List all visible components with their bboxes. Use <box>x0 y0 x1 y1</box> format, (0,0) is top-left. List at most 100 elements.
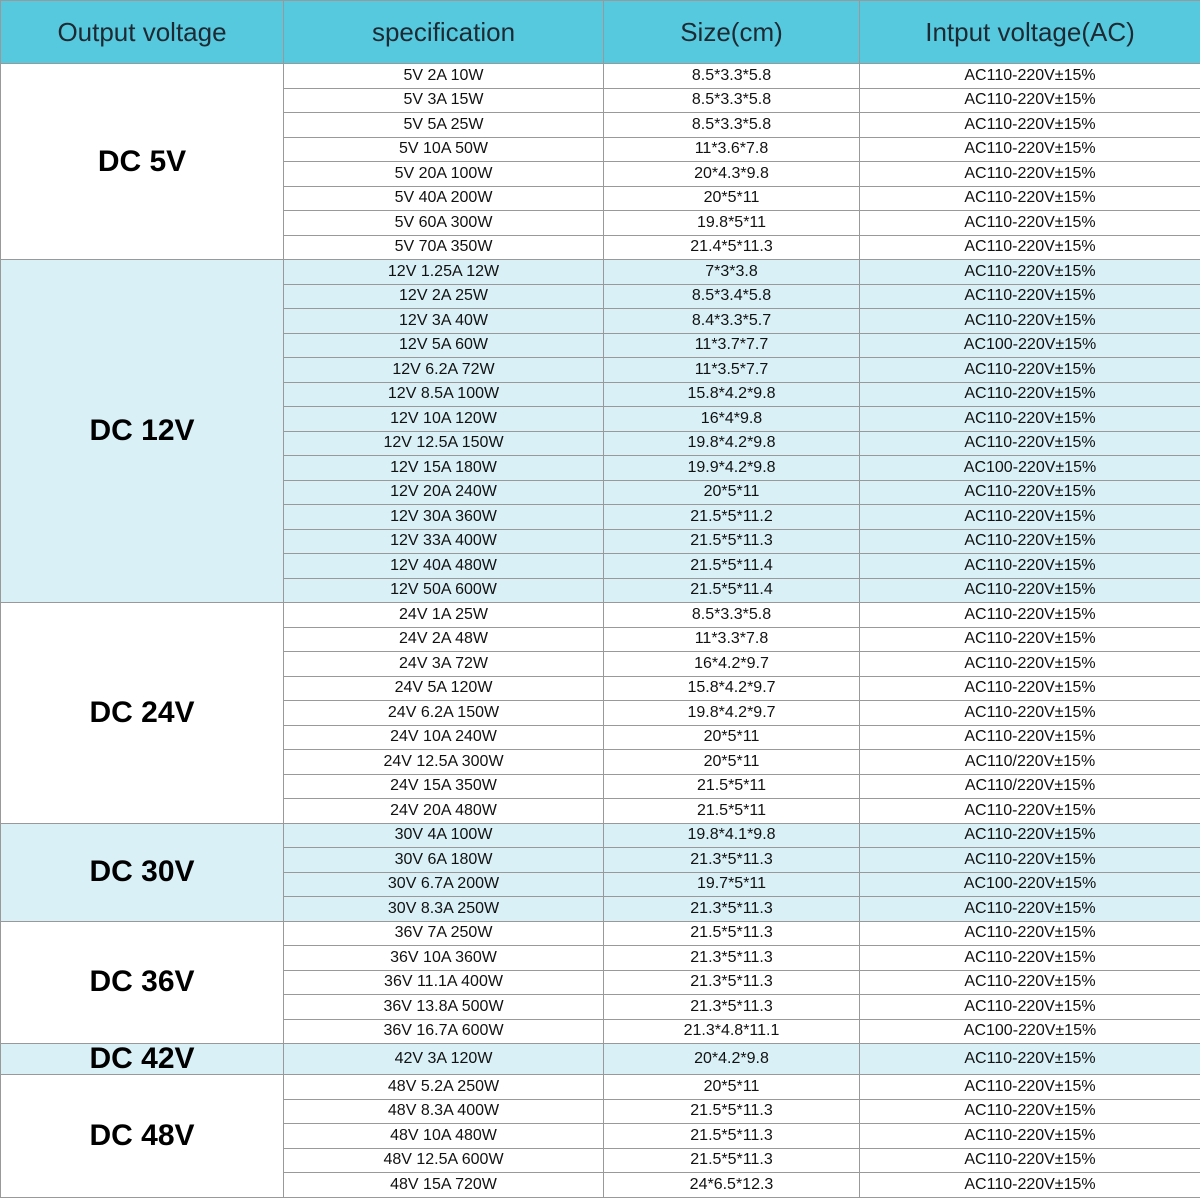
table-row: DC 36V 36V 7A 250W 21.5*5*11.3 AC110-220V±1… <box>0 920 1200 1044</box>
spec-cell: 48V 8.3A 400W <box>283 1098 604 1124</box>
size-cell: 20*5*11 <box>603 185 860 211</box>
input-voltage-cell: AC110-220V±15% <box>859 528 1200 554</box>
table-row: 24V 6.2A 150W 19.8*4.2*9.7 AC110-220V±15% <box>1 700 1200 726</box>
spec-cell: 48V 5.2A 250W <box>283 1074 604 1100</box>
size-cell: 16*4.2*9.7 <box>603 651 860 677</box>
size-cell: 20*5*11 <box>603 749 860 775</box>
spec-cell: 12V 50A 600W <box>283 577 604 603</box>
spec-cell: 5V 70A 350W <box>283 234 604 260</box>
table-row: DC 42V 42V 3A 120W 20*4.2*9.8 AC110-220V±15… <box>0 1043 1200 1075</box>
table-row: 12V 6.2A 72W 11*3.5*7.7 AC110-220V±15% <box>1 357 1200 383</box>
size-cell: 11*3.3*7.8 <box>603 626 860 652</box>
size-cell: 19.7*5*11 <box>603 871 860 897</box>
spec-cell: 24V 2A 48W <box>283 626 604 652</box>
spec-cell: 42V 3A 120W <box>283 1043 604 1075</box>
column-header-output-voltage: Output voltage <box>0 0 284 64</box>
spec-cell: 24V 15A 350W <box>283 773 604 799</box>
size-cell: 8.5*3.3*5.8 <box>603 87 860 113</box>
input-voltage-cell: AC110-220V±15% <box>859 798 1200 824</box>
input-voltage-cell: AC100-220V±15% <box>859 455 1200 481</box>
spec-cell: 12V 40A 480W <box>283 553 604 579</box>
input-voltage-cell: AC110-220V±15% <box>859 700 1200 726</box>
spec-cell: 24V 20A 480W <box>283 798 604 824</box>
spec-cell: 48V 10A 480W <box>283 1123 604 1149</box>
size-cell: 21.3*5*11.3 <box>603 945 860 971</box>
table-row: 36V 11.1A 400W 21.3*5*11.3 AC110-220V±15% <box>1 969 1200 995</box>
spec-cell: 12V 15A 180W <box>283 455 604 481</box>
spec-cell: 24V 1A 25W <box>283 602 604 628</box>
table-row: 12V 33A 400W 21.5*5*11.3 AC110-220V±15% <box>1 528 1200 554</box>
size-cell: 19.9*4.2*9.8 <box>603 455 860 481</box>
table-row: 5V 40A 200W 20*5*11 AC110-220V±15% <box>1 185 1200 211</box>
spec-cell: 12V 30A 360W <box>283 504 604 530</box>
input-voltage-cell: AC110-220V±15% <box>859 63 1200 89</box>
spec-cell: 24V 12.5A 300W <box>283 749 604 775</box>
spec-cell: 24V 6.2A 150W <box>283 700 604 726</box>
input-voltage-cell: AC110-220V±15% <box>859 626 1200 652</box>
table-row: 12V 3A 40W 8.4*3.3*5.7 AC110-220V±15% <box>1 308 1200 334</box>
input-voltage-cell: AC110-220V±15% <box>859 994 1200 1020</box>
size-cell: 19.8*4.2*9.8 <box>603 430 860 456</box>
input-voltage-cell: AC110-220V±15% <box>859 1098 1200 1124</box>
size-cell: 21.5*5*11 <box>603 773 860 799</box>
size-cell: 21.3*5*11.3 <box>603 847 860 873</box>
input-voltage-cell: AC110-220V±15% <box>859 185 1200 211</box>
spec-cell: 12V 20A 240W <box>283 479 604 505</box>
size-cell: 8.4*3.3*5.7 <box>603 308 860 334</box>
table-row: 12V 40A 480W 21.5*5*11.4 AC110-220V±15% <box>1 553 1200 579</box>
table-row: 24V 5A 120W 15.8*4.2*9.7 AC110-220V±15% <box>1 675 1200 701</box>
size-cell: 21.5*5*11.2 <box>603 504 860 530</box>
input-voltage-cell: AC110-220V±15% <box>859 553 1200 579</box>
table-row: 48V 12.5A 600W 21.5*5*11.3 AC110-220V±15% <box>1 1147 1200 1173</box>
column-header-input-voltage: Intput voltage(AC) <box>859 0 1200 64</box>
size-cell: 8.5*3.3*5.8 <box>603 112 860 138</box>
table-row: 36V 10A 360W 21.3*5*11.3 AC110-220V±15% <box>1 945 1200 971</box>
column-header-size: Size(cm) <box>603 0 860 64</box>
size-cell: 21.5*5*11.3 <box>603 528 860 554</box>
table-row: 24V 10A 240W 20*5*11 AC110-220V±15% <box>1 724 1200 750</box>
spec-cell: 24V 10A 240W <box>283 724 604 750</box>
input-voltage-cell: AC110-220V±15% <box>859 406 1200 432</box>
size-cell: 11*3.6*7.8 <box>603 136 860 162</box>
spec-cell: 36V 11.1A 400W <box>283 969 604 995</box>
group-label: DC 36V <box>0 920 284 1044</box>
spec-cell: 48V 12.5A 600W <box>283 1147 604 1173</box>
input-voltage-cell: AC110-220V±15% <box>859 1147 1200 1173</box>
spec-cell: 12V 6.2A 72W <box>283 357 604 383</box>
input-voltage-cell: AC110-220V±15% <box>859 945 1200 971</box>
input-voltage-cell: AC110-220V±15% <box>859 1123 1200 1149</box>
group-label: DC 48V <box>0 1074 284 1198</box>
table-row: 12V 8.5A 100W 15.8*4.2*9.8 AC110-220V±15% <box>1 381 1200 407</box>
column-header-specification: specification <box>283 0 604 64</box>
table-row: DC 24V 24V 1A 25W 8.5*3.3*5.8 AC110-220V±15… <box>0 602 1200 824</box>
spec-cell: 5V 3A 15W <box>283 87 604 113</box>
input-voltage-cell: AC110-220V±15% <box>859 847 1200 873</box>
size-cell: 7*3*3.8 <box>603 259 860 285</box>
input-voltage-cell: AC110-220V±15% <box>859 357 1200 383</box>
table-row: 30V 6A 180W 21.3*5*11.3 AC110-220V±15% <box>1 847 1200 873</box>
size-cell: 24*6.5*12.3 <box>603 1172 860 1198</box>
input-voltage-cell: AC100-220V±15% <box>859 1018 1200 1044</box>
size-cell: 21.4*5*11.3 <box>603 234 860 260</box>
input-voltage-cell: AC110-220V±15% <box>859 259 1200 285</box>
table-row: 5V 10A 50W 11*3.6*7.8 AC110-220V±15% <box>1 136 1200 162</box>
spec-cell: 30V 6A 180W <box>283 847 604 873</box>
size-cell: 8.5*3.3*5.8 <box>603 63 860 89</box>
spec-cell: 30V 6.7A 200W <box>283 871 604 897</box>
size-cell: 20*4.3*9.8 <box>603 161 860 187</box>
size-cell: 21.5*5*11.3 <box>603 1123 860 1149</box>
size-cell: 20*5*11 <box>603 1074 860 1100</box>
size-cell: 8.5*3.3*5.8 <box>603 602 860 628</box>
table-row: DC 48V 48V 5.2A 250W 20*5*11 AC110-220V±15% <box>0 1074 1200 1198</box>
group-label: DC 42V <box>0 1043 284 1075</box>
input-voltage-cell: AC110-220V±15% <box>859 136 1200 162</box>
input-voltage-cell: AC110-220V±15% <box>859 896 1200 922</box>
size-cell: 19.8*4.1*9.8 <box>603 822 860 848</box>
spec-cell: 12V 3A 40W <box>283 308 604 334</box>
input-voltage-cell: AC100-220V±15% <box>859 871 1200 897</box>
spec-cell: 12V 5A 60W <box>283 332 604 358</box>
input-voltage-cell: AC110-220V±15% <box>859 1172 1200 1198</box>
spec-cell: 24V 3A 72W <box>283 651 604 677</box>
input-voltage-cell: AC110-220V±15% <box>859 479 1200 505</box>
size-cell: 21.3*5*11.3 <box>603 969 860 995</box>
